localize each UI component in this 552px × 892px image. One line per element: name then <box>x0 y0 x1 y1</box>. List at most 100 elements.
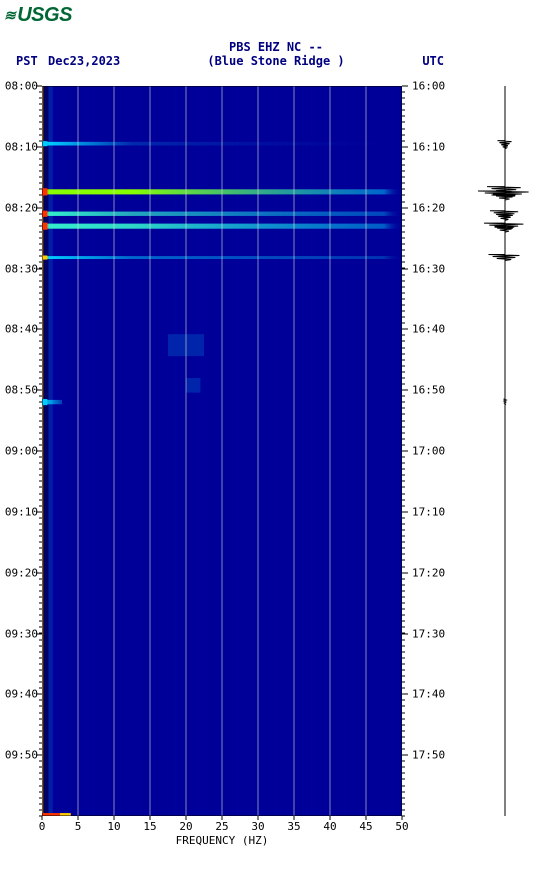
y-minor-tick <box>39 463 42 464</box>
y-minor-tick <box>39 603 42 604</box>
logo-wave-icon: ≋ <box>4 7 15 24</box>
y-minor-tick <box>39 718 42 719</box>
y-minor-tick <box>402 676 405 677</box>
x-tick-label: 10 <box>107 820 120 833</box>
y-minor-tick <box>402 639 405 640</box>
y-minor-tick <box>39 712 42 713</box>
y-minor-tick <box>39 505 42 506</box>
y-minor-tick <box>39 98 42 99</box>
y-minor-tick <box>402 158 405 159</box>
y-right-label: 16:20 <box>412 201 445 214</box>
y-minor-tick <box>39 177 42 178</box>
y-minor-tick <box>39 590 42 591</box>
y-major-tick <box>402 755 408 756</box>
y-minor-tick <box>402 110 405 111</box>
y-minor-tick <box>402 128 405 129</box>
y-minor-tick <box>39 420 42 421</box>
y-minor-tick <box>39 110 42 111</box>
y-minor-tick <box>39 341 42 342</box>
y-minor-tick <box>402 292 405 293</box>
seismogram-canvas <box>475 86 535 816</box>
y-minor-tick <box>402 152 405 153</box>
y-minor-tick <box>402 773 405 774</box>
y-minor-tick <box>39 396 42 397</box>
logo-text: USGS <box>17 4 72 26</box>
y-minor-tick <box>402 724 405 725</box>
y-minor-tick <box>39 195 42 196</box>
y-minor-tick <box>402 700 405 701</box>
y-minor-tick <box>39 219 42 220</box>
y-minor-tick <box>402 487 405 488</box>
y-right-label: 16:00 <box>412 80 445 93</box>
y-minor-tick <box>402 730 405 731</box>
y-minor-tick <box>39 517 42 518</box>
y-minor-tick <box>402 554 405 555</box>
y-left-label: 08:50 <box>5 384 38 397</box>
y-left-label: 08:00 <box>5 80 38 93</box>
x-tick-label: 30 <box>251 820 264 833</box>
y-minor-tick <box>402 791 405 792</box>
y-minor-tick <box>402 657 405 658</box>
y-major-tick <box>402 390 408 391</box>
y-minor-tick <box>402 377 405 378</box>
y-minor-tick <box>402 736 405 737</box>
y-minor-tick <box>402 274 405 275</box>
y-minor-tick <box>402 444 405 445</box>
x-tick-label: 0 <box>39 820 46 833</box>
y-major-tick <box>402 633 408 634</box>
y-minor-tick <box>402 365 405 366</box>
y-minor-tick <box>39 706 42 707</box>
y-left-label: 08:20 <box>5 201 38 214</box>
y-minor-tick <box>39 286 42 287</box>
y-minor-tick <box>402 596 405 597</box>
y-minor-tick <box>402 517 405 518</box>
y-left-label: 08:30 <box>5 262 38 275</box>
y-minor-tick <box>39 377 42 378</box>
y-minor-tick <box>39 262 42 263</box>
y-minor-tick <box>402 621 405 622</box>
y-minor-tick <box>402 311 405 312</box>
spectrogram-plot: 08:0008:1008:2008:3008:4008:5009:0009:10… <box>42 86 402 816</box>
x-tick-label: 45 <box>359 820 372 833</box>
header-date: Dec23,2023 <box>48 54 120 68</box>
y-minor-tick <box>39 560 42 561</box>
y-minor-tick <box>402 165 405 166</box>
y-minor-tick <box>39 657 42 658</box>
y-minor-tick <box>39 773 42 774</box>
y-minor-tick <box>402 584 405 585</box>
y-major-tick <box>402 572 408 573</box>
y-minor-tick <box>402 298 405 299</box>
y-minor-tick <box>402 663 405 664</box>
y-minor-tick <box>39 669 42 670</box>
y-minor-tick <box>39 736 42 737</box>
y-major-tick <box>402 694 408 695</box>
y-minor-tick <box>39 335 42 336</box>
y-minor-tick <box>402 262 405 263</box>
y-minor-tick <box>39 201 42 202</box>
y-minor-tick <box>39 797 42 798</box>
y-minor-tick <box>402 578 405 579</box>
y-minor-tick <box>39 651 42 652</box>
y-minor-tick <box>39 791 42 792</box>
y-minor-tick <box>39 621 42 622</box>
y-minor-tick <box>39 116 42 117</box>
y-major-tick <box>402 329 408 330</box>
y-minor-tick <box>39 92 42 93</box>
y-minor-tick <box>39 171 42 172</box>
x-tick-label: 25 <box>215 820 228 833</box>
y-minor-tick <box>402 718 405 719</box>
y-minor-tick <box>402 481 405 482</box>
y-minor-tick <box>39 256 42 257</box>
y-minor-tick <box>39 803 42 804</box>
y-minor-tick <box>402 201 405 202</box>
y-minor-tick <box>39 542 42 543</box>
y-minor-tick <box>39 432 42 433</box>
y-minor-tick <box>39 663 42 664</box>
seismogram-track <box>475 86 535 816</box>
y-minor-tick <box>402 682 405 683</box>
y-minor-tick <box>39 298 42 299</box>
y-minor-tick <box>39 682 42 683</box>
y-minor-tick <box>39 779 42 780</box>
y-minor-tick <box>402 195 405 196</box>
y-minor-tick <box>402 408 405 409</box>
